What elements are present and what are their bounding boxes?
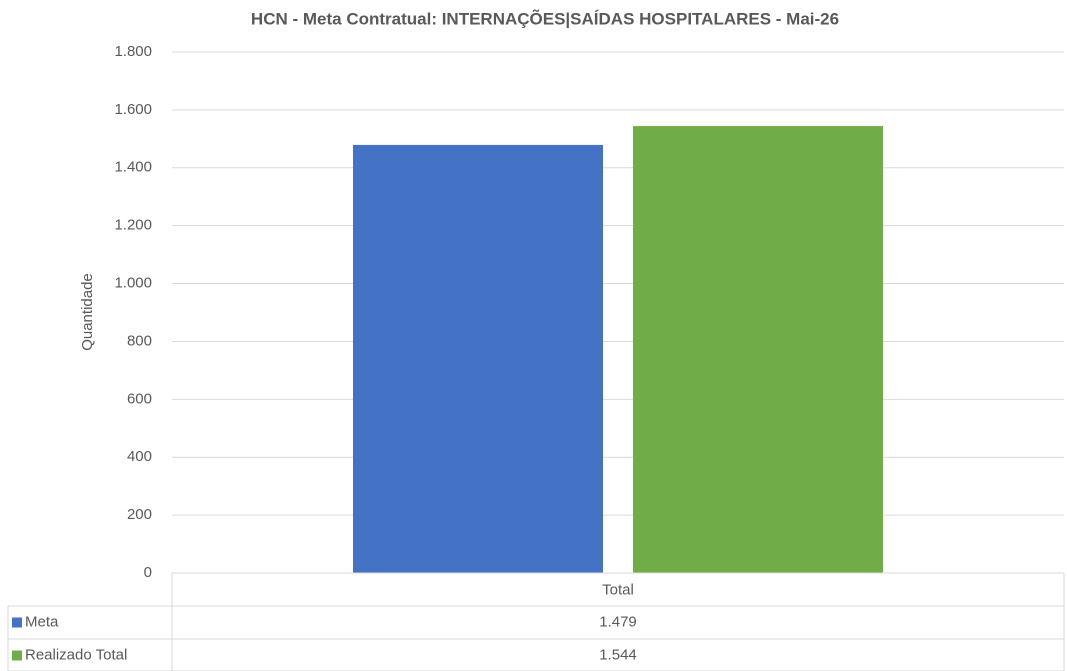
y-tick-label: 0 — [144, 564, 152, 581]
y-tick-label: 600 — [127, 390, 152, 407]
legend-swatch — [12, 650, 22, 661]
y-tick-label: 1.000 — [114, 275, 152, 292]
bar — [353, 144, 603, 573]
table-value: 1.544 — [599, 646, 637, 663]
y-tick-label: 1.600 — [114, 101, 152, 118]
legend-label: Meta — [25, 613, 59, 630]
y-tick-label: 800 — [127, 332, 152, 349]
bar — [633, 126, 883, 573]
x-tick-label: Total — [602, 581, 634, 598]
chart-title: HCN - Meta Contratual: INTERNAÇÕES|SAÍDA… — [251, 8, 839, 28]
table-value: 1.479 — [599, 613, 637, 630]
y-tick-label: 1.400 — [114, 159, 152, 176]
legend-swatch — [12, 617, 22, 628]
y-axis-label: Quantidade — [79, 273, 96, 351]
y-tick-label: 1.200 — [114, 217, 152, 234]
y-tick-label: 200 — [127, 506, 152, 523]
y-tick-label: 400 — [127, 448, 152, 465]
y-tick-label: 1.800 — [114, 43, 152, 60]
legend-label: Realizado Total — [25, 646, 127, 663]
